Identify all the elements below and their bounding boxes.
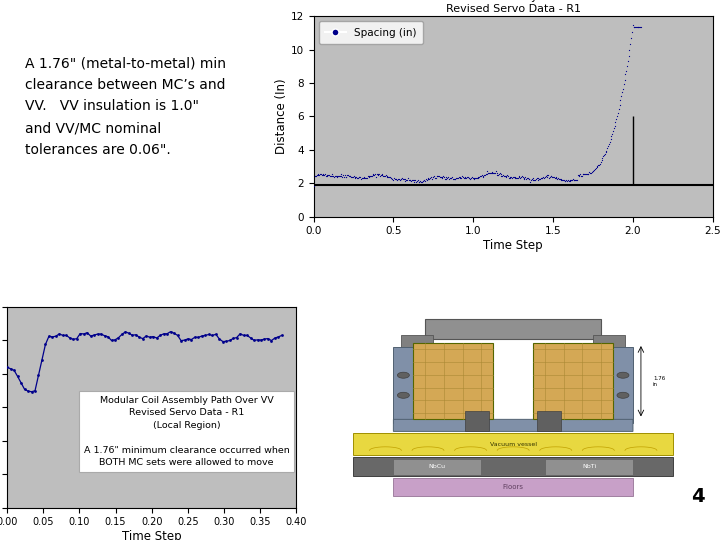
Legend: Spacing (in): Spacing (in): [319, 22, 423, 44]
Bar: [354, 434, 673, 455]
Bar: [426, 319, 601, 339]
Text: Modular Coil Assembly Path Over VV
Revised Servo Data - R1
(Local Region)

A 1.7: Modular Coil Assembly Path Over VV Revis…: [84, 396, 289, 467]
Y-axis label: Distance (In): Distance (In): [275, 79, 288, 154]
Text: Vacuum vessel: Vacuum vessel: [490, 442, 536, 447]
Bar: [537, 411, 561, 431]
Bar: [354, 457, 673, 476]
Bar: [393, 459, 481, 475]
Bar: [393, 347, 433, 423]
Text: NbTi: NbTi: [582, 464, 596, 469]
Bar: [545, 459, 633, 475]
X-axis label: Time Step: Time Step: [483, 239, 543, 252]
Text: Floors: Floors: [503, 483, 523, 490]
Text: 4: 4: [691, 487, 705, 505]
Bar: [401, 335, 433, 355]
Bar: [593, 347, 633, 423]
Bar: [593, 335, 625, 355]
Text: A 1.76" (metal-to-metal) min
clearance between MC’s and
VV.   VV insulation is 1: A 1.76" (metal-to-metal) min clearance b…: [24, 56, 225, 157]
FancyBboxPatch shape: [393, 420, 633, 431]
Circle shape: [397, 372, 410, 378]
Circle shape: [617, 372, 629, 378]
Bar: [533, 343, 613, 420]
Text: 1.76
in: 1.76 in: [653, 376, 665, 387]
X-axis label: Time Step: Time Step: [122, 530, 181, 540]
Bar: [393, 477, 633, 496]
Bar: [413, 343, 493, 420]
Text: NbCu: NbCu: [428, 464, 446, 469]
Title: Modular Coil Assembly Path Over VV
Revised Servo Data - R1: Modular Coil Assembly Path Over VV Revis…: [411, 0, 615, 14]
Bar: [465, 411, 489, 431]
Circle shape: [397, 392, 410, 399]
Circle shape: [617, 392, 629, 399]
